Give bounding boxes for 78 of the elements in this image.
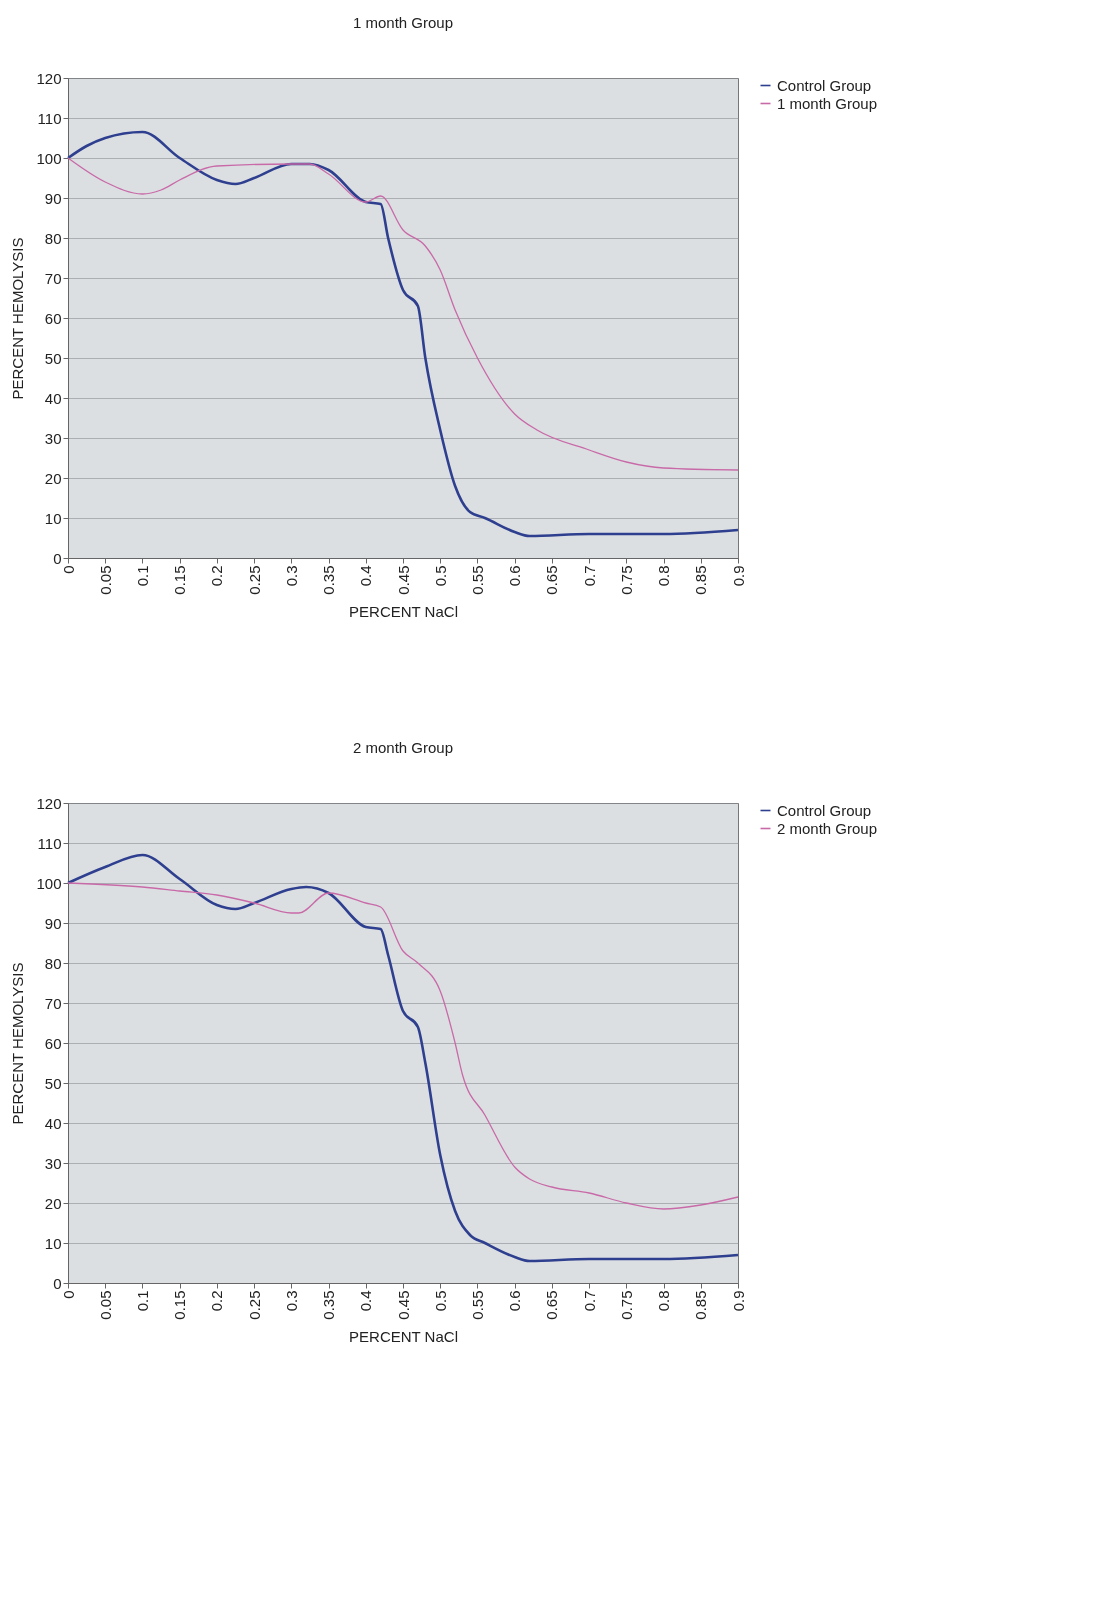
y-tick-label: 70 xyxy=(44,994,62,1012)
x-tick-label: 0.4 xyxy=(357,565,375,587)
x-tick-label: 0.85 xyxy=(692,565,710,595)
chart-title: 1 month Group xyxy=(352,14,454,31)
y-tick-label: 40 xyxy=(44,1114,62,1132)
x-axis-title: PERCENT NaCl xyxy=(349,602,458,620)
x-tick-label: 0.15 xyxy=(171,1290,189,1320)
y-tick-label: 10 xyxy=(44,509,62,527)
x-tick-label: 0.75 xyxy=(617,1290,635,1320)
x-tick-label: 0.55 xyxy=(468,1290,486,1320)
x-tick-label: 0.7 xyxy=(580,565,598,587)
chart-title: 2 month Group xyxy=(352,739,454,756)
x-tick-label: 0.35 xyxy=(320,1290,338,1320)
x-tick-label: 0.3 xyxy=(282,565,300,587)
legend-label: 1 month Group xyxy=(777,94,878,112)
y-tick-label: 20 xyxy=(44,1194,62,1212)
x-tick-label: 0.85 xyxy=(692,1290,710,1320)
x-tick-label: 0.8 xyxy=(655,1290,673,1312)
line-series xyxy=(66,853,740,1263)
x-tick-label: 0.3 xyxy=(282,1290,300,1312)
x-tick-label: 0.6 xyxy=(506,1290,524,1312)
x-tick-label: 0.6 xyxy=(506,565,524,587)
y-tick-label: 120 xyxy=(36,69,62,87)
y-tick-label: 60 xyxy=(44,1034,62,1052)
x-tick-label: 0 xyxy=(59,1290,77,1299)
x-tick-label: 0.5 xyxy=(431,565,449,587)
x-tick-label: 0.35 xyxy=(320,565,338,595)
y-tick-label: 60 xyxy=(44,309,62,327)
y-tick-label: 120 xyxy=(36,794,62,812)
x-axis-title: PERCENT NaCl xyxy=(349,1327,458,1345)
x-tick-label: 0.9 xyxy=(729,565,747,587)
x-tick-label: 0.65 xyxy=(543,565,561,595)
line-series xyxy=(67,882,739,1210)
y-tick-label: 90 xyxy=(44,914,62,932)
x-tick-label: 0.75 xyxy=(617,565,635,595)
y-tick-label: 80 xyxy=(44,954,62,972)
legend-label: 2 month Group xyxy=(777,819,878,837)
y-tick-label: 70 xyxy=(44,269,62,287)
x-tick-label: 0.05 xyxy=(96,1290,114,1320)
legend-label: Control Group xyxy=(777,76,872,94)
legend-label: Control Group xyxy=(777,801,872,819)
y-tick-label: 30 xyxy=(44,1154,62,1172)
x-tick-label: 0.1 xyxy=(133,565,151,587)
x-tick-label: 0.25 xyxy=(245,1290,263,1320)
y-tick-label: 90 xyxy=(44,189,62,207)
y-tick-label: 110 xyxy=(37,109,62,127)
y-tick-label: 0 xyxy=(53,1274,62,1292)
x-tick-label: 0.7 xyxy=(580,1290,598,1312)
y-tick-label: 100 xyxy=(36,874,62,892)
x-tick-label: 0.15 xyxy=(171,565,189,595)
x-tick-label: 0.4 xyxy=(357,1290,375,1312)
x-tick-label: 0.45 xyxy=(394,565,412,595)
x-tick-label: 0.1 xyxy=(133,1290,151,1312)
line-series xyxy=(66,130,740,538)
x-tick-label: 0.25 xyxy=(245,565,263,595)
x-tick-label: 0.45 xyxy=(394,1290,412,1320)
y-tick-label: 20 xyxy=(44,469,62,487)
y-tick-label: 110 xyxy=(37,834,62,852)
y-axis-title: PERCENT HEMOLYSIS xyxy=(9,962,27,1125)
y-axis-title: PERCENT HEMOLYSIS xyxy=(9,237,27,400)
y-tick-label: 10 xyxy=(44,1234,62,1252)
x-tick-label: 0.2 xyxy=(208,1290,226,1312)
y-tick-label: 100 xyxy=(36,149,62,167)
y-tick-label: 50 xyxy=(44,1074,62,1092)
x-tick-label: 0.5 xyxy=(431,1290,449,1312)
y-tick-label: 0 xyxy=(53,549,62,567)
x-tick-label: 0.9 xyxy=(729,1290,747,1312)
x-tick-label: 0.55 xyxy=(468,565,486,595)
y-tick-label: 30 xyxy=(44,429,62,447)
x-tick-label: 0.8 xyxy=(655,565,673,587)
y-tick-label: 50 xyxy=(44,349,62,367)
x-tick-label: 0 xyxy=(59,565,77,574)
y-tick-label: 40 xyxy=(44,389,62,407)
x-tick-label: 0.2 xyxy=(208,565,226,587)
y-tick-label: 80 xyxy=(44,229,62,247)
x-tick-label: 0.65 xyxy=(543,1290,561,1320)
x-tick-label: 0.05 xyxy=(96,565,114,595)
line-series xyxy=(67,157,739,471)
